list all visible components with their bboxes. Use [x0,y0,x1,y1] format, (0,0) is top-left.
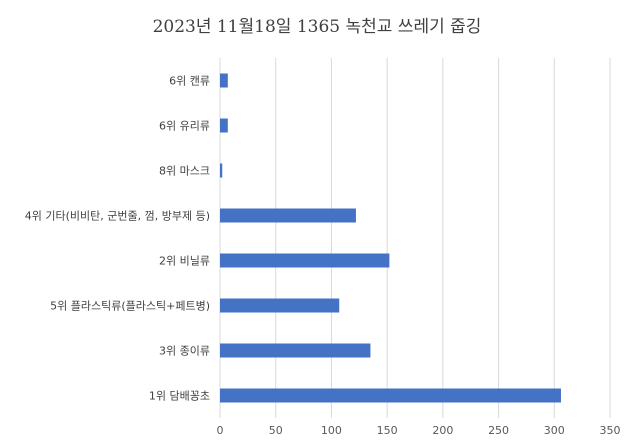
gridlines [219,58,611,418]
category-label: 6위 캔류 [169,75,210,88]
bar [220,73,228,88]
category-label: 8위 마스크 [159,165,210,178]
bar [220,253,390,268]
bar [220,118,228,133]
category-labels: 6위 캔류 6위 유리류 8위 마스크 4위 기타(비비탄, 군번줄, 껌, 방부제 … [25,75,210,403]
bar [220,298,340,313]
x-tick-label: 250 [488,424,509,437]
category-label: 5위 플라스틱류(플라스틱+페트병) [50,300,210,313]
x-tick-label: 50 [269,424,283,437]
x-tick-label: 0 [217,424,224,437]
category-label: 6위 유리류 [159,120,210,133]
x-axis-ticks: 0 50 100 150 200 250 300 350 [217,424,621,437]
bars [220,73,561,403]
x-tick-label: 300 [544,424,565,437]
bar [220,208,356,223]
x-tick-label: 350 [600,424,621,437]
category-label: 2위 비닐류 [159,255,210,268]
bar [220,388,561,403]
category-label: 4위 기타(비비탄, 군번줄, 껌, 방부제 등) [25,210,210,223]
x-tick-label: 200 [432,424,453,437]
x-tick-label: 100 [321,424,342,437]
x-tick-label: 150 [377,424,398,437]
chart-title: 2023년 11월18일 1365 녹천교 쓰레기 줍깅 [152,17,482,37]
bar [220,343,371,358]
category-label: 1위 담배꽁초 [149,390,210,403]
category-label: 3위 종이류 [159,345,210,358]
bar [220,163,223,178]
